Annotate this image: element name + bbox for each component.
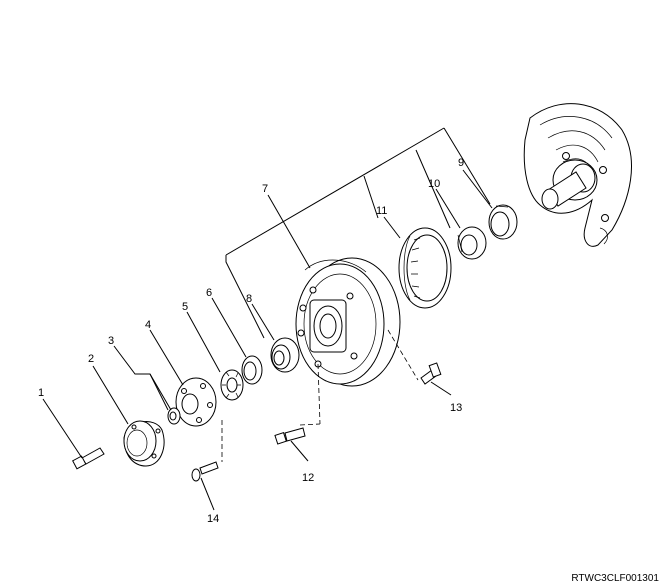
snap-ring — [167, 407, 181, 425]
washer — [241, 355, 263, 385]
callout-11: 11 — [376, 205, 387, 217]
callout-6: 6 — [206, 287, 212, 299]
callout-5: 5 — [182, 301, 188, 313]
callout-1: 1 — [38, 387, 44, 399]
callout-10: 10 — [428, 178, 440, 190]
hub-cap — [123, 420, 165, 467]
figure-code: RTWC3CLF001301 — [571, 573, 659, 584]
brake-drum — [295, 257, 401, 387]
oil-seal-outer — [488, 204, 518, 240]
callout-2: 2 — [88, 353, 94, 365]
bearing-cup — [398, 227, 452, 309]
flange — [175, 377, 217, 427]
callout-8: 8 — [246, 293, 252, 305]
callout-4: 4 — [145, 319, 151, 331]
inner-bearing — [270, 337, 300, 373]
backing-plate — [523, 103, 632, 247]
leader-lines — [42, 169, 493, 511]
lock-plate — [220, 369, 244, 401]
screw-14 — [191, 461, 219, 482]
callout-9: 9 — [458, 157, 464, 169]
callout-14: 14 — [207, 513, 219, 525]
hub-bolt-12 — [274, 427, 306, 445]
cap-bolt — [72, 447, 105, 470]
callout-12: 12 — [302, 472, 314, 484]
callout-7: 7 — [262, 183, 268, 195]
callout-labels: 1 2 3 4 5 6 7 8 9 10 11 12 13 14 — [38, 157, 464, 525]
callout-3: 3 — [108, 335, 114, 347]
outer-bearing — [457, 226, 487, 260]
callout-13: 13 — [450, 402, 462, 414]
wheel-stud-13 — [420, 362, 442, 385]
